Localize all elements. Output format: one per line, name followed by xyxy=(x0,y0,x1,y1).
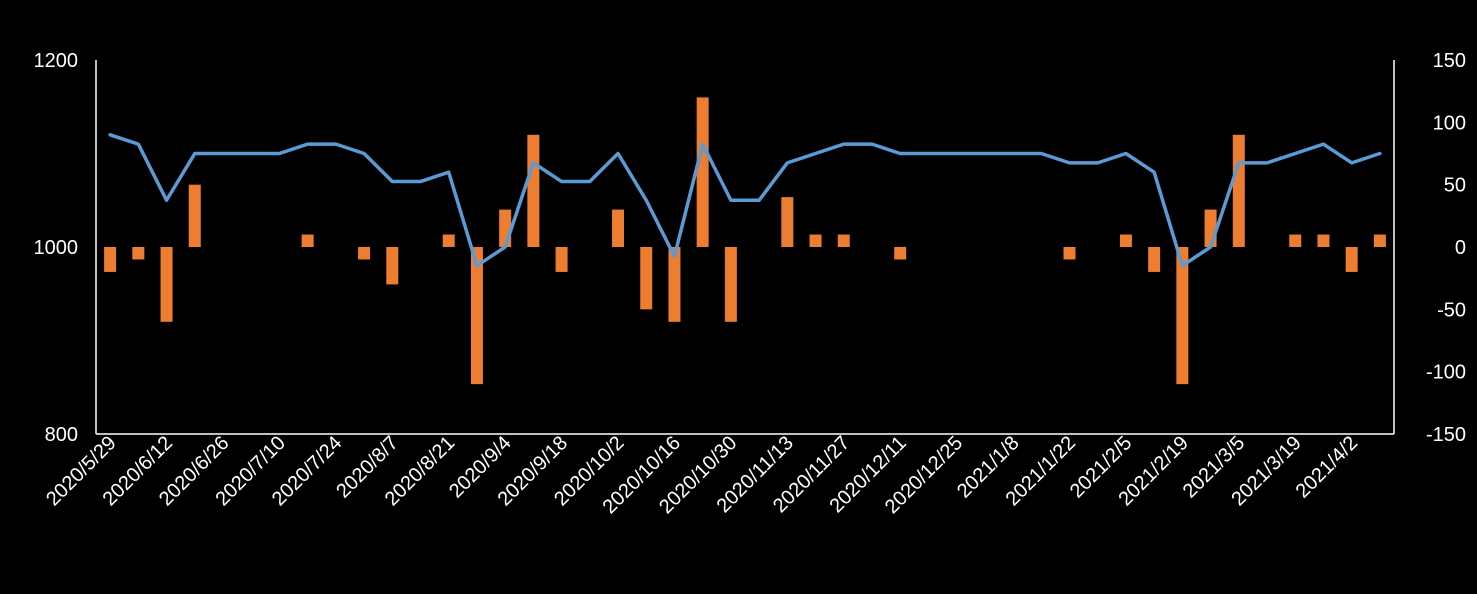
line-series xyxy=(108,133,1382,268)
bar-mark xyxy=(301,234,314,247)
bar-series xyxy=(104,97,1386,385)
bar-mark xyxy=(668,247,681,322)
bar-mark xyxy=(527,134,540,247)
bar-mark xyxy=(1119,234,1132,247)
left-y-tick-label: 1200 xyxy=(34,50,79,72)
left-y-tick-label: 800 xyxy=(45,424,78,446)
bar-mark xyxy=(555,247,568,272)
right-y-tick-label: 100 xyxy=(1433,112,1466,134)
bar-mark xyxy=(837,234,850,247)
right-y-tick-label: -100 xyxy=(1426,362,1466,384)
bar-mark xyxy=(1176,247,1189,385)
right-y-tick-label: -50 xyxy=(1437,299,1466,321)
bar-mark xyxy=(1148,247,1161,272)
line-mark xyxy=(108,133,1382,268)
bar-mark xyxy=(1063,247,1076,260)
bar-mark xyxy=(1317,234,1330,247)
bar-mark xyxy=(640,247,653,310)
bar-mark xyxy=(386,247,399,285)
bar-mark xyxy=(104,247,117,272)
bar-mark xyxy=(1232,134,1245,247)
axes xyxy=(95,60,1395,435)
bar-mark xyxy=(1373,234,1386,247)
bar-mark xyxy=(724,247,737,322)
bar-mark xyxy=(188,184,201,247)
left-y-tick-label: 1000 xyxy=(34,237,79,259)
bar-mark xyxy=(470,247,483,385)
bar-mark xyxy=(809,234,822,247)
bar-mark xyxy=(1345,247,1358,272)
bar-mark xyxy=(781,197,794,247)
bar-mark xyxy=(894,247,907,260)
bar-mark xyxy=(358,247,371,260)
right-y-tick-label: 150 xyxy=(1433,50,1466,72)
right-y-tick-label: -150 xyxy=(1426,424,1466,446)
bar-mark xyxy=(132,247,145,260)
x-tick-label: 2021/4/2 xyxy=(1292,432,1363,503)
bar-mark xyxy=(1289,234,1302,247)
bar-mark xyxy=(499,209,512,247)
bar-mark xyxy=(1204,209,1217,247)
right-y-tick-label: 0 xyxy=(1455,237,1466,259)
bar-mark xyxy=(696,97,709,248)
bar-mark xyxy=(442,234,455,247)
bar-mark xyxy=(612,209,625,247)
bar-mark xyxy=(160,247,173,322)
tick-labels: 80010001200-150-100-500501001502020/5/29… xyxy=(34,50,1467,518)
right-y-tick-label: 50 xyxy=(1444,175,1466,197)
